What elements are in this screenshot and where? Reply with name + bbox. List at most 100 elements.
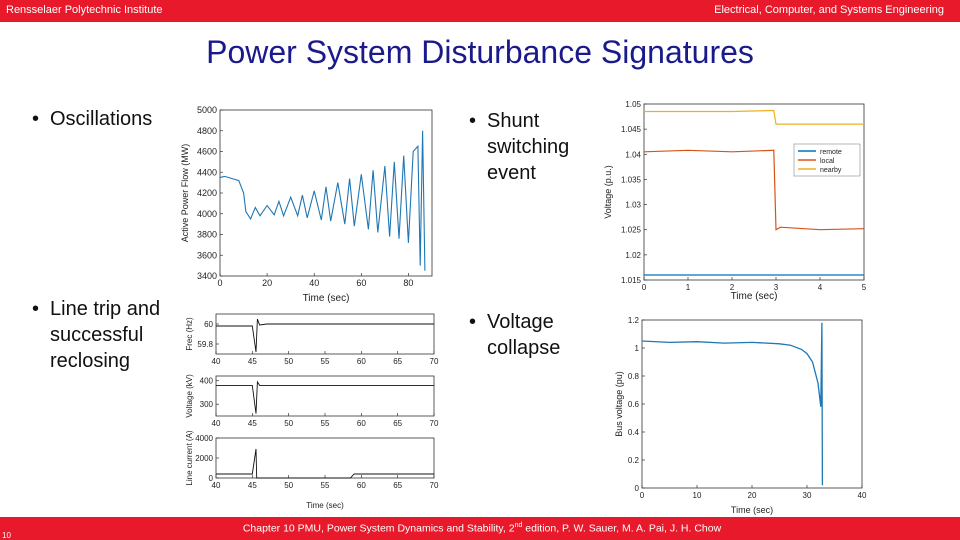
y-tick-label: 1.2 xyxy=(628,316,640,325)
x-tick-label: 70 xyxy=(430,357,439,366)
x-tick-label: 0 xyxy=(642,283,647,292)
voltage-collapse-chart: 0 10 20 30 40 0 0.2 0.4 0.6 0.8 1 1.2 Time (sec) Bus … xyxy=(614,316,867,515)
x-tick-label: 45 xyxy=(248,481,257,490)
y-tick-label: 1.05 xyxy=(625,100,641,109)
y-tick-label: 1.015 xyxy=(621,276,642,285)
x-tick-label: 0 xyxy=(217,278,222,288)
bullet-voltage-collapse: • Voltage collapse xyxy=(469,309,594,361)
y-axis-label: Bus voltage (pu) xyxy=(614,371,624,437)
y-tick-label: 59.8 xyxy=(197,340,213,349)
y-tick-label: 4600 xyxy=(197,147,217,157)
y-tick-label: 1 xyxy=(635,344,640,353)
x-tick-label: 40 xyxy=(309,278,319,288)
y-tick-label: 300 xyxy=(200,400,214,409)
legend: remote local nearby xyxy=(793,143,861,177)
x-tick-label: 60 xyxy=(357,357,366,366)
header-bar: Rensselaer Polytechnic Institute Electri… xyxy=(0,0,960,22)
x-axis-label: Time (sec) xyxy=(303,293,350,304)
x-tick-label: 50 xyxy=(284,419,293,428)
x-tick-label: 40 xyxy=(858,491,867,500)
x-tick-label: 65 xyxy=(393,357,402,366)
y-tick-label: 0.4 xyxy=(628,428,640,437)
x-axis-label: Time (sec) xyxy=(306,501,344,510)
series-line xyxy=(641,322,824,486)
bullet-line-trip: • Line trip and successful reclosing xyxy=(32,296,192,374)
y-axis-label: Voltage (p.u.) xyxy=(603,165,613,219)
y-axis-label: Active Power Flow (MW) xyxy=(180,144,190,243)
x-tick-label: 1 xyxy=(686,283,691,292)
panel-series-line xyxy=(216,318,434,353)
footer-bar: 10 Chapter 10 PMU, Power System Dynamics… xyxy=(0,517,960,540)
y-tick-label: 1.025 xyxy=(621,226,642,235)
plot-area xyxy=(215,437,435,479)
x-tick-label: 65 xyxy=(393,481,402,490)
bullet-dot: • xyxy=(32,298,40,320)
y-tick-label: 60 xyxy=(204,320,213,329)
x-tick-label: 40 xyxy=(212,357,221,366)
x-tick-label: 20 xyxy=(262,278,272,288)
y-tick-label: 3400 xyxy=(197,271,217,281)
caption-main: Chapter 10 PMU, Power System Dynamics an… xyxy=(242,522,515,535)
institution-name: Rensselaer Polytechnic Institute xyxy=(6,4,163,16)
series-line-nearby xyxy=(644,109,864,125)
plot-area xyxy=(215,313,435,355)
footer-caption: Chapter 10 PMU, Power System Dynamics an… xyxy=(222,522,742,535)
y-tick-label: 1.02 xyxy=(625,251,641,260)
x-tick-label: 45 xyxy=(248,419,257,428)
bullet-dot: • xyxy=(469,110,477,132)
y-tick-label: 0.6 xyxy=(628,400,640,409)
y-tick-label: 1.035 xyxy=(621,175,642,184)
y-tick-label: 0.2 xyxy=(628,456,640,465)
bullet-dot: • xyxy=(32,108,40,130)
y-tick-label: 4400 xyxy=(197,167,217,177)
panel-series-line xyxy=(216,448,434,479)
bullet-text: Voltage collapse xyxy=(487,311,561,359)
slide-title: Power System Disturbance Signatures xyxy=(206,34,754,70)
x-tick-label: 55 xyxy=(321,481,330,490)
legend-entry: nearby xyxy=(820,167,842,174)
x-tick-label: 20 xyxy=(748,491,757,500)
x-tick-label: 5 xyxy=(862,283,867,292)
x-tick-label: 50 xyxy=(284,481,293,490)
y-tick-label: 2000 xyxy=(195,454,213,463)
plot-area xyxy=(641,319,863,489)
x-tick-label: 55 xyxy=(321,419,330,428)
x-axis-label: Time (sec) xyxy=(731,505,773,515)
y-tick-label: 4200 xyxy=(197,188,217,198)
shunt-switching-chart: 0 1 2 3 4 5 1.015 1.02 1.025 1.03 1.035 1.04 1.045 1.… xyxy=(603,100,867,302)
x-tick-label: 60 xyxy=(357,419,366,428)
plot-area xyxy=(219,109,433,277)
panel-series-line xyxy=(216,380,434,414)
plot-area xyxy=(643,103,865,281)
x-tick-label: 70 xyxy=(430,481,439,490)
y-tick-label: 5000 xyxy=(197,105,217,115)
x-tick-label: 4 xyxy=(818,283,823,292)
x-tick-label: 50 xyxy=(284,357,293,366)
x-tick-label: 65 xyxy=(393,419,402,428)
x-tick-label: 55 xyxy=(321,357,330,366)
x-tick-label: 0 xyxy=(640,491,645,500)
legend-entry: remote xyxy=(820,149,842,156)
x-tick-label: 30 xyxy=(803,491,812,500)
bullet-text: Shunt switching event xyxy=(487,110,570,184)
bullet-shunt-switching: • Shunt switching event xyxy=(469,108,594,186)
x-tick-label: 3 xyxy=(774,283,779,292)
x-tick-label: 40 xyxy=(212,419,221,428)
y-tick-label: 0 xyxy=(635,484,640,493)
legend-entry: local xyxy=(820,158,835,165)
bullet-text: Oscillations xyxy=(50,108,153,130)
series-line-local xyxy=(643,149,865,231)
line-trip-chart: 40 45 50 55 60 65 70 59.8 60 Frec (Hz) 40 45 50 55 60 6… xyxy=(185,313,439,510)
y-tick-label: 1.045 xyxy=(621,125,642,134)
y-tick-label: 3600 xyxy=(197,250,217,260)
page-number: 10 xyxy=(2,531,11,540)
x-tick-label: 60 xyxy=(356,278,366,288)
panel-y-axis-label: Voltage (kV) xyxy=(185,374,194,418)
panel-y-axis-label: Frec (Hz) xyxy=(185,317,194,351)
y-tick-label: 4800 xyxy=(197,126,217,136)
caption-superscript: nd xyxy=(514,522,523,529)
plot-area xyxy=(215,375,435,417)
y-tick-label: 0 xyxy=(209,474,214,483)
department-name: Electrical, Computer, and Systems Engine… xyxy=(714,4,944,16)
x-axis-label: Time (sec) xyxy=(731,291,778,302)
